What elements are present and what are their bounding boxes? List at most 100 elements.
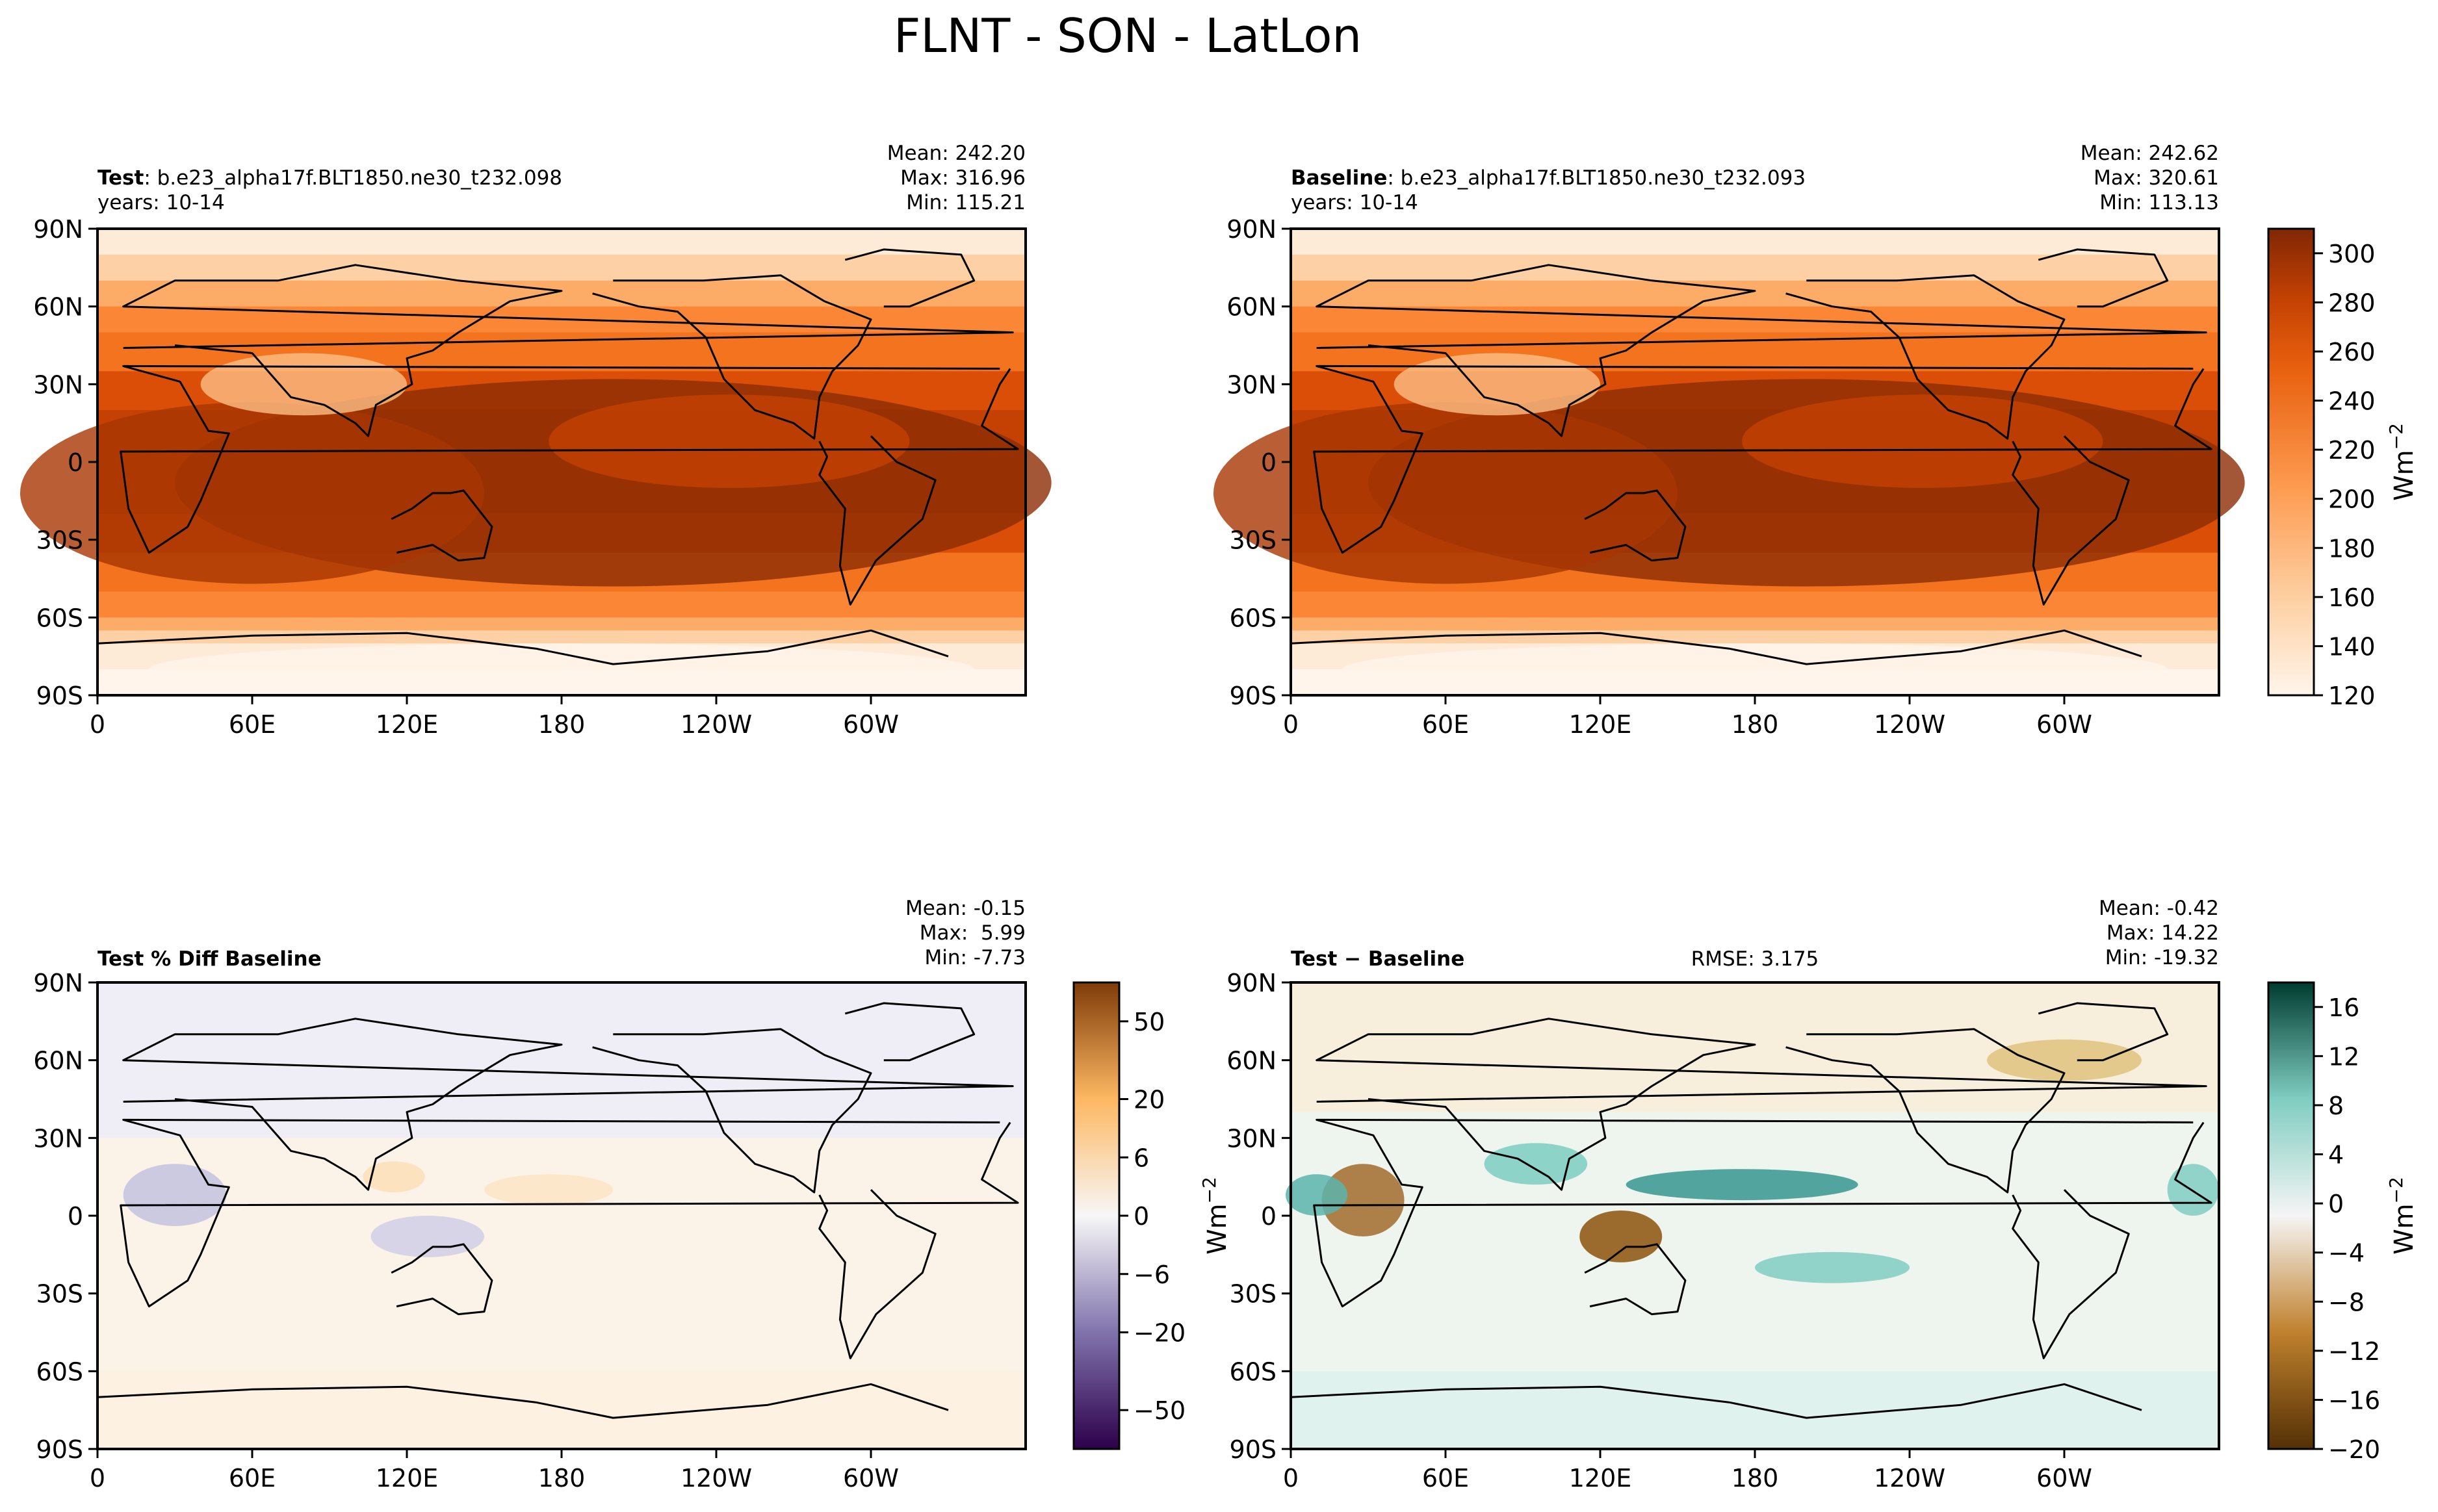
map-feature [1626,1169,1858,1201]
colorbar-tick-label: 160 [2328,583,2376,612]
map-band [1291,1254,2219,1268]
coastline [1316,1018,2207,1191]
map-band [1291,591,2219,605]
map-feature [549,394,910,488]
map-band [97,1358,1026,1372]
colorbar-tick-label: 0 [1134,1202,1149,1231]
lon-tick-label: 120E [376,710,439,739]
map-band [97,1099,1026,1112]
coastline [1290,1383,2142,1419]
map-band [97,1164,1026,1177]
map-band [1291,1008,2219,1022]
map-feature [1286,1174,1348,1216]
map-band [97,267,1026,281]
map-band [97,306,1026,320]
map-band [1291,1241,2219,1255]
map-feature [1755,1251,1910,1283]
map-band [97,1410,1026,1424]
map-band [1291,267,2219,281]
lon-tick-label: 60E [229,1464,276,1493]
coastline [1785,274,2066,440]
map-band [1291,1073,2219,1087]
map-band [1291,1021,2219,1035]
lon-tick-label: 60W [2036,1464,2092,1493]
coastline [2012,1189,2130,1359]
map-band [97,1436,1026,1450]
coastline [818,435,937,606]
panel-test-mean: Mean: 242.20 [887,142,1026,165]
lon-tick-label: 120E [1569,1464,1632,1493]
lon-tick-label: 180 [1731,710,1779,739]
map-band [1291,1371,2219,1385]
map-feature [1579,1211,1663,1262]
colorbar-tick-label: 4 [2328,1141,2344,1170]
map-band [1291,1332,2219,1346]
map-feature [1987,1039,2142,1081]
panel-diff-min: Min: -19.32 [2105,946,2219,969]
colorbar-tick-label: 50 [1134,1008,1165,1036]
coastline [120,1118,1019,1308]
colorbar-oranges-label: Wm−2 [2385,423,2419,501]
lat-tick-label: 60N [33,293,83,322]
map-band [97,1203,1026,1216]
map-feature [1742,394,2103,488]
panel-baseline-mean: Mean: 242.62 [2081,142,2219,165]
coastline [391,1243,493,1316]
map-band [97,591,1026,605]
map-band [1291,604,2219,618]
panel-pct-diff-min: Min: -7.73 [924,946,1026,969]
map-band [1291,1319,2219,1333]
coastline [391,489,493,562]
map-feature [149,643,974,695]
colorbar-tick-label: −20 [1134,1319,1186,1348]
colorbar-tick-label: 260 [2328,338,2376,366]
colorbar-tick-label: −8 [2328,1288,2365,1316]
coastline [1290,629,2142,665]
lon-tick-label: 60E [1422,710,1469,739]
map-band [1291,319,2219,333]
coastline [97,629,949,665]
map-feature [484,1174,614,1206]
map-band [97,1228,1026,1242]
panel-diff-mean: Mean: -0.42 [2099,897,2219,920]
map-band [1291,293,2219,307]
colorbar-oranges-fill [2267,227,2315,697]
coastline [122,264,1014,437]
map-band [1291,982,2219,996]
map-band [97,617,1026,631]
map-band [97,1047,1026,1061]
diff-left-units-label: Wm−2 [1199,1177,1232,1255]
panel-test: Test: b.e23_alpha17f.BLT1850.ne30_t232.0… [20,142,1052,739]
lat-tick-label: 60S [1230,1357,1277,1386]
lon-tick-label: 60W [2036,710,2092,739]
lon-tick-label: 120E [1569,710,1632,739]
lat-tick-label: 30N [1226,370,1277,399]
map-band [1291,1112,2219,1125]
map-band [97,293,1026,307]
map-band [1291,306,2219,320]
lon-tick-label: 0 [90,1464,105,1493]
coastline [592,1028,872,1194]
lat-tick-label: 0 [68,1202,83,1231]
panel-diff: Test − Baseline RMSE: 3.175 Mean: -0.42 … [1226,897,2220,1493]
colorbar-tick-label: 16 [2328,993,2359,1022]
map-band [1291,1125,2219,1138]
map-band [1291,1228,2219,1242]
lat-tick-label: 90S [36,682,83,710]
lon-tick-label: 0 [1283,710,1299,739]
colorbar-tick-label: 240 [2328,387,2376,416]
colorbar-tick-label: 20 [1134,1086,1165,1114]
coastline [1785,1028,2066,1194]
lat-tick-label: 90S [1230,682,1277,710]
lat-tick-label: 30S [36,1280,83,1309]
map-band [97,1112,1026,1125]
colorbar-puor-ticks: 50 20 6 0 −6 −20 −50 [1119,1008,1186,1425]
map-band [1291,1280,2219,1294]
lat-tick-label: 30N [1226,1124,1277,1153]
map-band [1291,1203,2219,1216]
lat-tick-label: 60N [1226,293,1277,322]
colorbar-tick-label: −12 [2328,1337,2380,1366]
map-band [1291,1293,2219,1307]
